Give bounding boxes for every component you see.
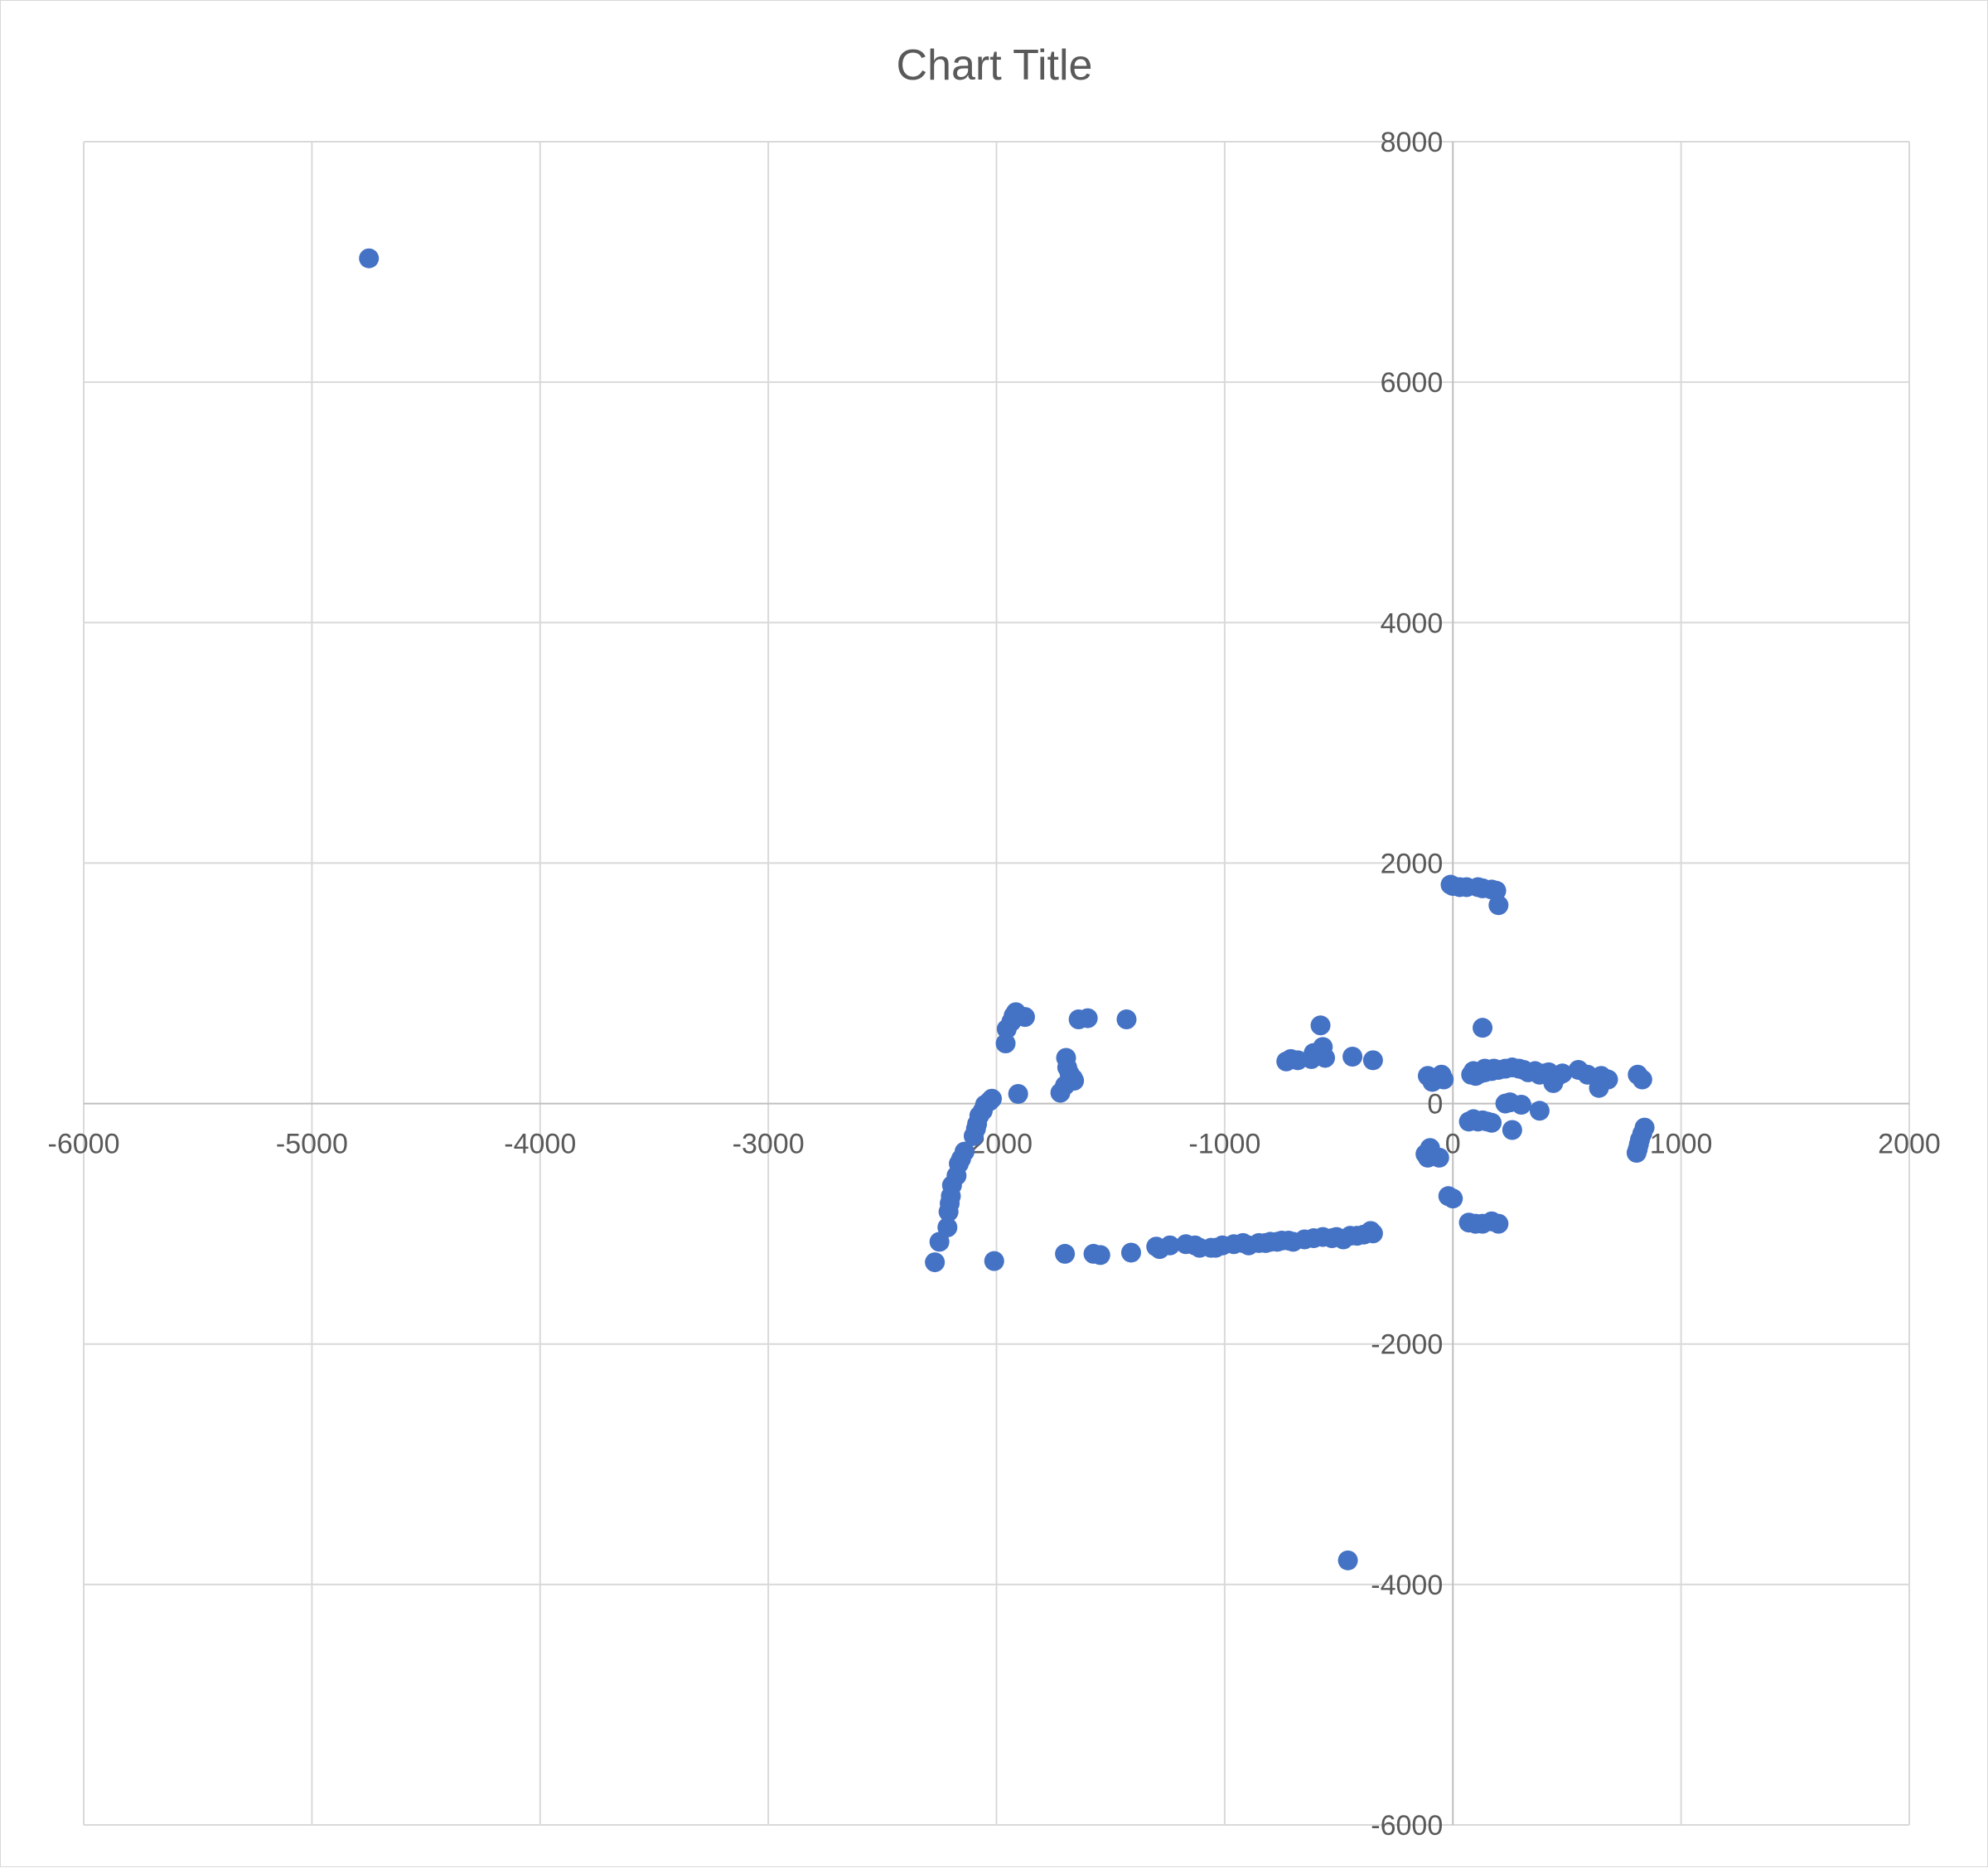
data-point (1511, 1095, 1531, 1115)
data-point (1443, 1188, 1463, 1209)
x-tick-label: 1000 (1650, 1129, 1713, 1160)
x-tick-label: -1000 (1188, 1129, 1260, 1160)
data-point (995, 1033, 1016, 1054)
data-points (359, 248, 1655, 1570)
data-point (1050, 1082, 1071, 1103)
data-point (1482, 1112, 1502, 1133)
y-tick-label: -6000 (1371, 1810, 1443, 1841)
chart-title: Chart Title (897, 41, 1093, 90)
x-tick-label: -6000 (48, 1129, 120, 1160)
data-point (1077, 1008, 1098, 1028)
data-point (1434, 1069, 1454, 1090)
data-point (1362, 1050, 1383, 1071)
data-point (1159, 1235, 1180, 1256)
x-tick-labels: -6000 -5000 -4000 -3000 -2000 -1000 0 1000 2000 (48, 1129, 1941, 1160)
data-point (996, 1019, 1017, 1039)
data-point (929, 1232, 950, 1252)
x-tick-label: 2000 (1878, 1129, 1941, 1160)
y-tick-label: 6000 (1381, 367, 1444, 399)
data-point (359, 248, 380, 269)
x-tick-label: -5000 (276, 1129, 348, 1160)
data-point (1090, 1245, 1110, 1265)
data-point (1055, 1243, 1076, 1264)
data-point (1116, 1009, 1137, 1030)
data-point (1276, 1051, 1297, 1072)
data-point (1529, 1101, 1550, 1121)
data-point (1008, 1083, 1028, 1104)
data-point (1362, 1223, 1383, 1244)
x-tick-label: 0 (1445, 1129, 1461, 1160)
x-tick-label: -4000 (504, 1129, 576, 1160)
data-point (1626, 1143, 1647, 1164)
data-point (1342, 1046, 1363, 1067)
data-point (1420, 1138, 1440, 1159)
data-point (925, 1252, 946, 1273)
y-tick-label: 4000 (1381, 607, 1444, 639)
data-point (1473, 1018, 1493, 1038)
y-tick-labels: 8000 6000 4000 2000 0 -2000 -4000 -6000 (1371, 127, 1443, 1841)
data-point (1488, 895, 1509, 916)
data-point (1502, 1120, 1522, 1140)
data-point (963, 1125, 984, 1146)
x-tick-label: -3000 (733, 1129, 805, 1160)
data-point (1120, 1242, 1141, 1263)
data-point (984, 1251, 1004, 1271)
y-tick-label: -4000 (1371, 1570, 1443, 1601)
data-point (1310, 1015, 1331, 1036)
data-point (1337, 1550, 1358, 1570)
gridlines (83, 141, 1910, 1826)
y-tick-label: 2000 (1381, 848, 1444, 879)
y-tick-label: 0 (1427, 1089, 1443, 1120)
data-point (1591, 1066, 1612, 1086)
y-tick-label: -2000 (1371, 1329, 1443, 1361)
y-tick-label: 8000 (1381, 127, 1444, 158)
data-point (938, 1202, 959, 1222)
data-point (1632, 1069, 1652, 1090)
data-point (1552, 1063, 1573, 1084)
data-point (1488, 1213, 1509, 1234)
